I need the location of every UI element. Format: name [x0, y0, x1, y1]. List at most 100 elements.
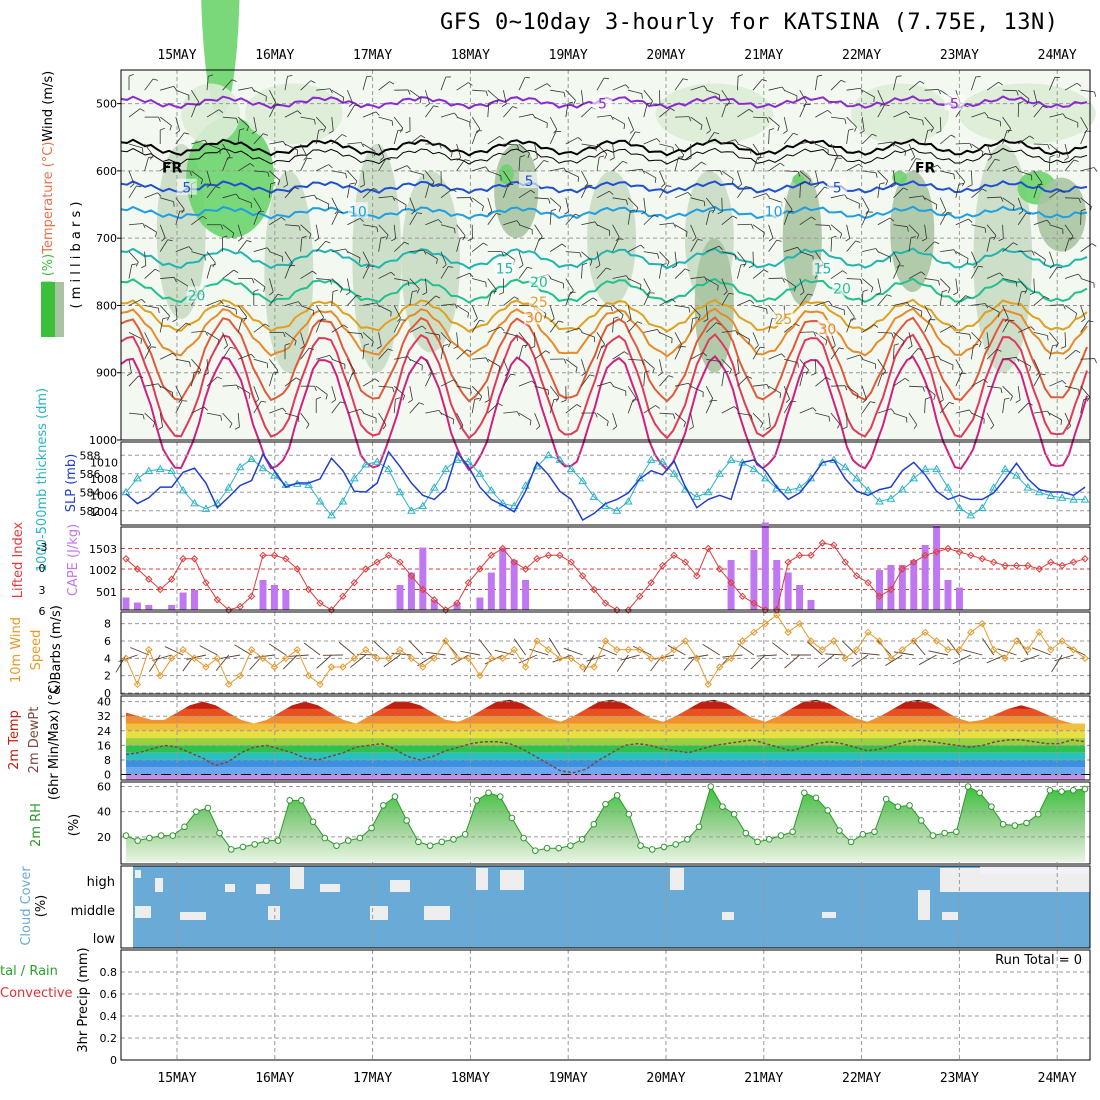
wind-barb-flag [859, 130, 865, 134]
wind-barb [269, 182, 276, 198]
thickness-marker [726, 455, 736, 463]
wind-barb [971, 76, 981, 91]
wind-barb [643, 292, 655, 306]
wind-barb-staff [612, 385, 626, 392]
rh-marker [637, 842, 644, 849]
wind-barb-staff [550, 89, 565, 93]
wind-barb-staff [549, 243, 563, 252]
wind-barb-staff [1080, 320, 1089, 333]
wind-barb-staff [643, 170, 657, 179]
wind-barb [549, 398, 559, 414]
contour-label-bg [494, 259, 515, 276]
wind-barb [690, 305, 701, 321]
wind-barb-staff [986, 81, 999, 91]
lifted-index-frame [120, 526, 1091, 611]
wind-barb-flag [935, 204, 938, 210]
wind-barb [846, 318, 857, 333]
wind-barb-flag [844, 118, 847, 124]
wind-barb-flag [481, 205, 484, 211]
wind-barb-staff [440, 76, 447, 91]
wind-barb-staff [440, 112, 455, 118]
wind-barb-flag [139, 108, 145, 112]
wind-speed-marker [430, 654, 438, 663]
wind-barb [737, 185, 751, 199]
rh-marker [578, 836, 586, 843]
lifted-index-marker [932, 548, 941, 556]
wind-barb [984, 332, 990, 350]
wind-barb-staff [159, 318, 164, 333]
wind-speed-marker [339, 663, 347, 671]
cloud-gap [256, 884, 270, 894]
contour-label: 20 [530, 275, 548, 291]
wind-barb [799, 278, 805, 296]
wind-barb [269, 293, 283, 306]
wind-barb [674, 305, 691, 313]
temp-axis-label-3: (6hr Min/Max) (°C) [47, 680, 62, 800]
precip-tick-label: 0.2 [100, 1032, 118, 1045]
wind-barb [128, 170, 135, 188]
wind-barb [737, 332, 750, 345]
wind-barb [1064, 197, 1082, 204]
wind-barb-staff [674, 382, 689, 387]
rh-shade [892, 170, 907, 185]
wind-barb-flag [359, 184, 365, 188]
wind-barb-staff [659, 332, 673, 339]
wind-barb-staff [1002, 319, 1010, 333]
date-label-bottom: 24MAY [1038, 1071, 1077, 1086]
wind-barb [314, 224, 320, 242]
wind-barb-flag [626, 318, 632, 323]
surface-wind-barb [199, 645, 218, 656]
thickness-marker [612, 506, 622, 514]
wind-barb-staff [144, 268, 156, 279]
wind-barb [425, 90, 430, 107]
wind-speed-marker [327, 663, 336, 671]
wind-barb-staff [549, 210, 552, 225]
wind-barb [487, 101, 494, 118]
wind-barb-staff [783, 197, 793, 210]
wind-barb-staff [378, 271, 392, 279]
wind-barb-flag [561, 399, 567, 403]
wind-barb [456, 272, 474, 279]
wind-barb-staff [175, 116, 181, 131]
wind-barb-flag [366, 75, 372, 78]
wind-speed-marker [419, 663, 427, 671]
wind-barb-staff [612, 143, 615, 158]
wind-barb-flag [1063, 304, 1066, 310]
lifted-index-marker [282, 555, 290, 563]
wind-barb [206, 332, 220, 345]
wind-barb-flag [325, 240, 331, 244]
wind-barb [955, 218, 973, 226]
wind-speed-marker [658, 654, 667, 663]
upper-air-ylabel-part: RH (%) [41, 254, 56, 299]
wind-barb-flag [936, 130, 942, 134]
wind-barb-staff [862, 248, 876, 253]
wind-barb-staff [238, 353, 252, 360]
wind-barb-staff [549, 399, 555, 414]
wind-barb-staff [737, 359, 740, 374]
wind-barb-flag [704, 276, 708, 282]
wind-barb-flag [545, 350, 551, 354]
wind-barb-flag [297, 110, 302, 115]
wind-barb [578, 90, 584, 107]
wind-speed-marker [213, 654, 222, 663]
wind-barb-staff [861, 117, 865, 132]
wind-barb [253, 358, 269, 369]
wind-barb-flag [817, 74, 823, 77]
wind-barb-staff [908, 412, 918, 425]
wind-barb-flag [298, 225, 301, 231]
lifted-index-marker [567, 558, 575, 566]
wind-speed-marker [453, 654, 461, 663]
wind-barb [893, 378, 910, 387]
wind-barb [1080, 208, 1086, 225]
wind-barb [612, 197, 628, 205]
rh-marker [122, 832, 130, 839]
wind-barb [612, 84, 630, 91]
wind-barb-flag [484, 399, 490, 403]
wind-barb-staff [347, 170, 358, 182]
wind-barb [1061, 332, 1067, 349]
wind-barb-flag [428, 183, 435, 185]
wind-barb-flag [479, 319, 485, 322]
wind-barb [378, 271, 396, 279]
wind-barb [1049, 380, 1067, 387]
wind-barb [659, 222, 677, 228]
